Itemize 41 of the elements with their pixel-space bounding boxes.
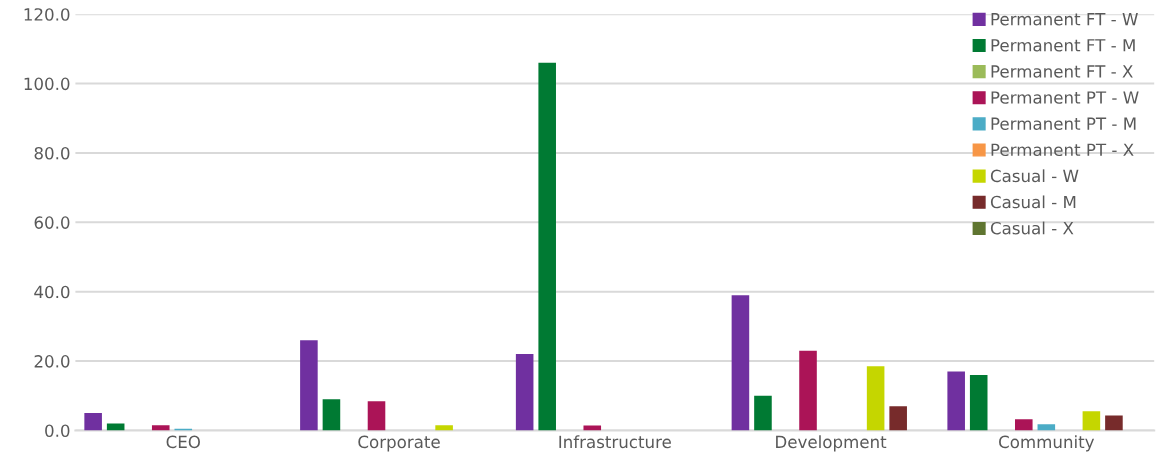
x-tick-label: Corporate: [358, 435, 440, 452]
bar: [754, 395, 772, 431]
bar: [106, 423, 125, 431]
y-tick-label: 120.0: [24, 8, 70, 21]
bar: [322, 399, 341, 431]
y-tick-label: 100.0: [24, 77, 70, 91]
bar: [969, 374, 988, 431]
bar: [1105, 415, 1123, 431]
x-tick-label: Development: [776, 435, 887, 452]
bar: [731, 295, 750, 431]
bar: [1082, 411, 1101, 431]
x-tick-label: Infrastructure: [559, 435, 671, 449]
legend-label: Permanent FT - W: [991, 13, 1138, 26]
bar: [367, 401, 386, 431]
x-tick-label: Community: [999, 435, 1095, 452]
bar: [799, 350, 817, 431]
bar: [84, 413, 102, 431]
y-tick-label: 0.0: [45, 424, 70, 437]
legend-label: Permanent PT - W: [991, 91, 1139, 104]
legend-label: Permanent FT - M: [991, 39, 1135, 52]
legend-label: Casual - M: [990, 195, 1076, 209]
bar: [435, 425, 453, 431]
bar: [300, 340, 318, 431]
legend-label: Permanent PT - X: [991, 143, 1134, 157]
bar: [151, 425, 170, 431]
bar: [866, 366, 885, 431]
y-tick-label: 60.0: [34, 216, 70, 229]
bar: [538, 62, 556, 431]
bar: [947, 371, 965, 431]
legend-label: Casual - W: [990, 169, 1079, 183]
bar: [515, 354, 534, 431]
bar: [1015, 419, 1033, 431]
y-tick-label: 20.0: [34, 355, 70, 368]
legend-label: Permanent FT - X: [991, 65, 1133, 78]
y-tick-label: 40.0: [34, 285, 70, 299]
legend-label: Casual - X: [990, 221, 1074, 235]
bar: [1037, 424, 1056, 431]
y-tick-label: 80.0: [34, 146, 70, 160]
bar: [889, 406, 907, 431]
legend-label: Permanent PT - M: [991, 117, 1136, 130]
x-tick-label: CEO: [166, 435, 200, 449]
